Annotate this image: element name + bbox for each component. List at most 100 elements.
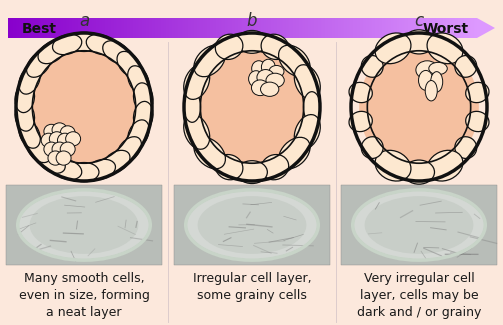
- Bar: [171, 18, 173, 38]
- Ellipse shape: [117, 51, 141, 77]
- Ellipse shape: [431, 72, 443, 92]
- Bar: [263, 18, 265, 38]
- Bar: [72, 18, 74, 38]
- Bar: [142, 18, 144, 38]
- Bar: [141, 18, 143, 38]
- Bar: [399, 18, 401, 38]
- Bar: [408, 18, 410, 38]
- Bar: [400, 18, 402, 38]
- Bar: [107, 18, 108, 38]
- Bar: [47, 18, 49, 38]
- Bar: [28, 18, 30, 38]
- Ellipse shape: [86, 159, 116, 180]
- Bar: [285, 18, 287, 38]
- Bar: [305, 18, 307, 38]
- Bar: [406, 18, 408, 38]
- Bar: [443, 18, 445, 38]
- Bar: [128, 18, 130, 38]
- Bar: [463, 18, 465, 38]
- Bar: [38, 18, 40, 38]
- Ellipse shape: [41, 133, 56, 148]
- Bar: [416, 18, 418, 38]
- Bar: [210, 18, 212, 38]
- Bar: [325, 18, 327, 38]
- Bar: [230, 18, 232, 38]
- Bar: [289, 18, 291, 38]
- Bar: [213, 18, 215, 38]
- Bar: [90, 18, 91, 38]
- Text: Many smooth cells,
even in size, forming
a neat layer: Many smooth cells, even in size, forming…: [19, 272, 149, 319]
- Bar: [225, 18, 227, 38]
- Bar: [255, 18, 257, 38]
- Bar: [182, 18, 184, 38]
- Ellipse shape: [215, 154, 243, 180]
- Bar: [469, 18, 471, 38]
- Bar: [324, 18, 325, 38]
- Ellipse shape: [252, 80, 269, 96]
- Bar: [24, 18, 26, 38]
- Bar: [42, 18, 44, 38]
- Bar: [69, 18, 71, 38]
- Bar: [130, 18, 132, 38]
- Bar: [183, 18, 185, 38]
- Ellipse shape: [38, 150, 65, 173]
- Ellipse shape: [44, 142, 59, 156]
- Bar: [105, 18, 107, 38]
- Bar: [216, 18, 218, 38]
- Ellipse shape: [44, 124, 59, 138]
- Ellipse shape: [52, 159, 82, 180]
- Bar: [279, 18, 280, 38]
- Bar: [280, 18, 282, 38]
- Bar: [471, 18, 473, 38]
- Ellipse shape: [128, 66, 149, 94]
- Bar: [419, 18, 421, 38]
- Bar: [275, 18, 277, 38]
- Bar: [131, 18, 133, 38]
- Ellipse shape: [252, 61, 266, 76]
- Bar: [250, 18, 252, 38]
- Ellipse shape: [184, 65, 210, 99]
- Bar: [474, 18, 476, 38]
- Bar: [186, 18, 188, 38]
- Ellipse shape: [303, 92, 320, 122]
- Bar: [446, 18, 448, 38]
- Bar: [121, 18, 122, 38]
- Bar: [294, 18, 296, 38]
- Ellipse shape: [353, 190, 485, 260]
- Bar: [321, 18, 322, 38]
- Bar: [33, 18, 35, 38]
- Bar: [179, 18, 180, 38]
- Bar: [191, 18, 193, 38]
- Bar: [386, 18, 388, 38]
- Ellipse shape: [65, 132, 80, 146]
- Bar: [203, 18, 205, 38]
- Bar: [357, 18, 359, 38]
- Ellipse shape: [103, 41, 130, 64]
- Bar: [288, 18, 290, 38]
- Bar: [177, 18, 179, 38]
- Bar: [99, 18, 101, 38]
- Bar: [64, 18, 66, 38]
- Ellipse shape: [365, 196, 473, 254]
- Ellipse shape: [52, 34, 82, 55]
- Ellipse shape: [248, 71, 264, 87]
- Bar: [427, 18, 429, 38]
- Bar: [97, 18, 99, 38]
- Bar: [202, 18, 204, 38]
- Ellipse shape: [279, 137, 310, 169]
- Bar: [45, 18, 47, 38]
- Bar: [119, 18, 121, 38]
- Bar: [136, 18, 138, 38]
- Text: Best: Best: [22, 22, 57, 36]
- Ellipse shape: [466, 111, 489, 132]
- Bar: [343, 18, 345, 38]
- Ellipse shape: [375, 150, 411, 181]
- Ellipse shape: [18, 190, 150, 260]
- Bar: [61, 18, 63, 38]
- Bar: [441, 18, 443, 38]
- Bar: [188, 18, 190, 38]
- Ellipse shape: [69, 162, 99, 182]
- Ellipse shape: [361, 137, 383, 159]
- Bar: [337, 18, 338, 38]
- Bar: [444, 18, 446, 38]
